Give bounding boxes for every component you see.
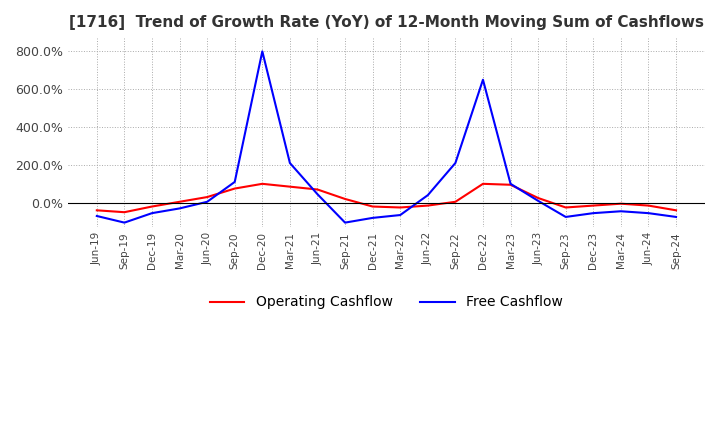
Operating Cashflow (92, 208, 101, 213)
Operating Cashflow (451, 199, 459, 205)
Operating Cashflow (120, 209, 129, 215)
Free Cashflow (451, 160, 459, 165)
Operating Cashflow (369, 204, 377, 209)
Free Cashflow (258, 49, 266, 54)
Operating Cashflow (203, 194, 212, 200)
Operating Cashflow (589, 203, 598, 208)
Free Cashflow (589, 210, 598, 216)
Free Cashflow (120, 220, 129, 225)
Operating Cashflow (534, 195, 542, 201)
Free Cashflow (148, 210, 156, 216)
Free Cashflow (479, 77, 487, 82)
Operating Cashflow (230, 186, 239, 191)
Operating Cashflow (313, 187, 322, 192)
Free Cashflow (616, 209, 625, 214)
Free Cashflow (341, 220, 349, 225)
Free Cashflow (672, 214, 680, 220)
Free Cashflow (203, 199, 212, 205)
Free Cashflow (562, 214, 570, 220)
Line: Free Cashflow: Free Cashflow (96, 51, 676, 223)
Operating Cashflow (479, 181, 487, 187)
Free Cashflow (396, 213, 405, 218)
Operating Cashflow (672, 208, 680, 213)
Title: [1716]  Trend of Growth Rate (YoY) of 12-Month Moving Sum of Cashflows: [1716] Trend of Growth Rate (YoY) of 12-… (69, 15, 704, 30)
Operating Cashflow (396, 205, 405, 210)
Operating Cashflow (258, 181, 266, 187)
Operating Cashflow (423, 203, 432, 208)
Legend: Operating Cashflow, Free Cashflow: Operating Cashflow, Free Cashflow (204, 290, 569, 315)
Free Cashflow (534, 198, 542, 203)
Operating Cashflow (148, 204, 156, 209)
Operating Cashflow (286, 184, 294, 189)
Free Cashflow (423, 193, 432, 198)
Free Cashflow (313, 191, 322, 197)
Line: Operating Cashflow: Operating Cashflow (96, 184, 676, 212)
Free Cashflow (644, 210, 653, 216)
Operating Cashflow (562, 205, 570, 210)
Free Cashflow (230, 179, 239, 184)
Free Cashflow (506, 181, 515, 187)
Operating Cashflow (175, 199, 184, 205)
Operating Cashflow (506, 182, 515, 187)
Free Cashflow (175, 206, 184, 211)
Free Cashflow (286, 160, 294, 165)
Operating Cashflow (341, 196, 349, 202)
Operating Cashflow (644, 203, 653, 208)
Free Cashflow (92, 213, 101, 219)
Free Cashflow (369, 215, 377, 220)
Operating Cashflow (616, 201, 625, 206)
